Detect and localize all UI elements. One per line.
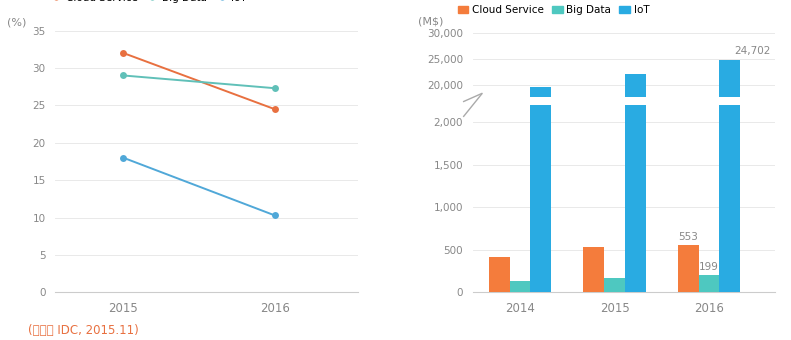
Bar bbox=[678, 245, 698, 292]
Bar bbox=[531, 0, 551, 292]
Text: (출처： IDC, 2015.11): (출처： IDC, 2015.11) bbox=[28, 324, 138, 337]
Bar bbox=[720, 0, 740, 292]
Text: 553: 553 bbox=[679, 232, 698, 242]
Bar bbox=[698, 187, 720, 188]
Bar bbox=[625, 74, 645, 188]
Text: (M$): (M$) bbox=[418, 17, 444, 27]
Bar bbox=[698, 275, 720, 292]
Bar bbox=[583, 247, 604, 292]
Bar bbox=[489, 257, 509, 292]
Legend: Cloud Service, Big Data, IoT: Cloud Service, Big Data, IoT bbox=[454, 1, 653, 19]
Bar bbox=[604, 278, 625, 292]
Bar bbox=[509, 187, 531, 188]
Bar bbox=[720, 61, 740, 188]
Bar bbox=[583, 185, 604, 188]
Bar bbox=[489, 185, 509, 188]
Bar bbox=[678, 185, 698, 188]
Bar bbox=[625, 0, 645, 292]
Bar bbox=[531, 87, 551, 188]
Text: 24,702: 24,702 bbox=[734, 46, 770, 56]
Bar bbox=[509, 281, 531, 292]
Bar bbox=[604, 187, 625, 188]
Legend: Cloud Service, Big Data, IoT: Cloud Service, Big Data, IoT bbox=[45, 0, 252, 7]
Text: (%): (%) bbox=[7, 18, 26, 28]
Text: 199: 199 bbox=[699, 262, 719, 272]
